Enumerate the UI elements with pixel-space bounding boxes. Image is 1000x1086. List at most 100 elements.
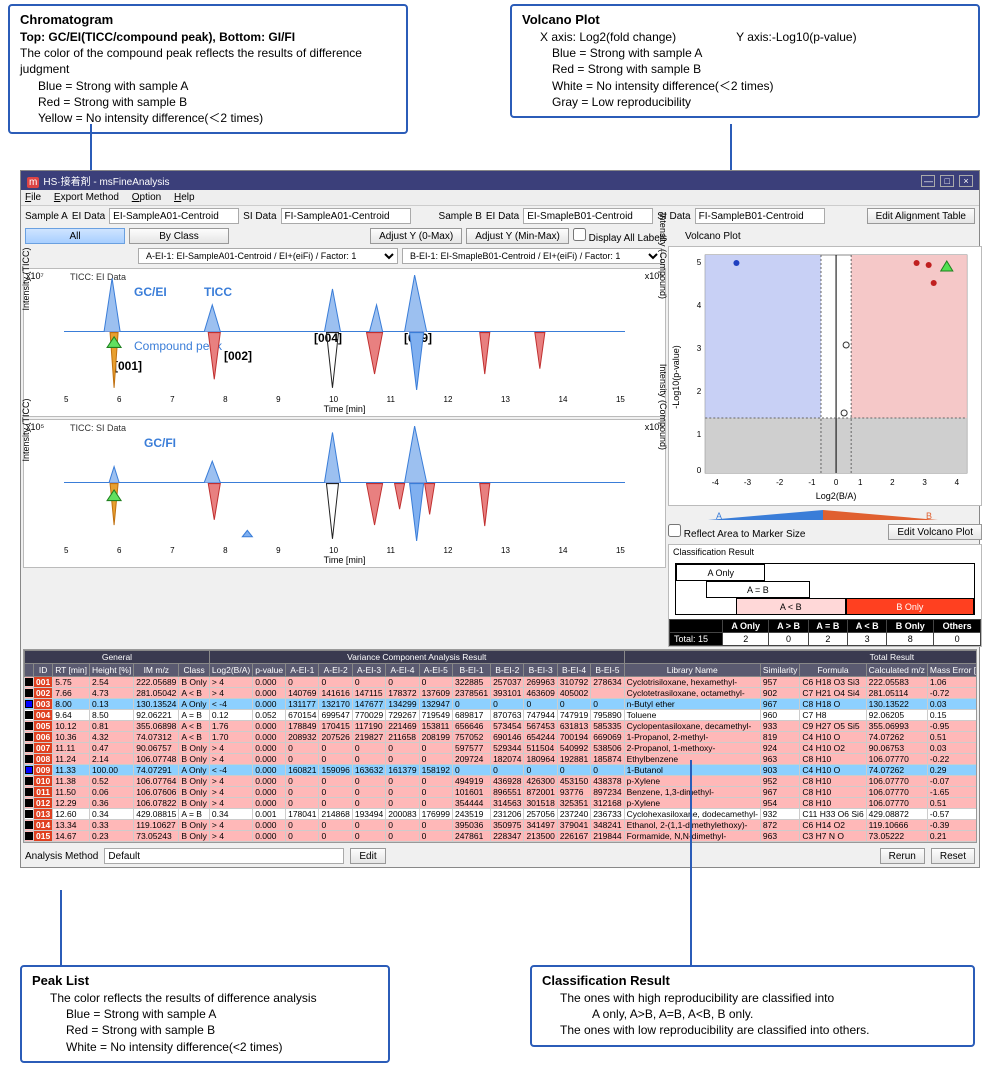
table-row[interactable]: 01011.380.52106.07764B Only> 40.00000000… bbox=[25, 776, 978, 787]
svg-text:-Log10(p-value): -Log10(p-value) bbox=[671, 345, 681, 408]
table-row[interactable]: 00911.33100.0074.07291A Only< -40.000160… bbox=[25, 765, 978, 776]
ei-xlabel: Time [min] bbox=[24, 404, 665, 416]
fi-ylabel-right: Intensity (Compound) bbox=[658, 363, 668, 449]
callout-classres-title: Classification Result bbox=[542, 973, 963, 988]
callout-volcano-ya: Y axis:-Log10(p-value) bbox=[736, 29, 857, 45]
table-row[interactable]: 01111.500.06106.07606B Only> 40.00000000… bbox=[25, 787, 978, 798]
input-ei-a[interactable] bbox=[109, 208, 239, 224]
input-si-a[interactable] bbox=[281, 208, 411, 224]
reflect-area-checkbox[interactable] bbox=[668, 524, 681, 537]
svg-text:4: 4 bbox=[697, 301, 702, 310]
input-si-b[interactable] bbox=[695, 208, 825, 224]
svg-text:-1: -1 bbox=[808, 478, 816, 487]
tab-all[interactable]: All bbox=[25, 228, 125, 244]
input-ei-b[interactable] bbox=[523, 208, 653, 224]
callout-volcano-l2: Red = Strong with sample B bbox=[522, 61, 968, 77]
callout-volcano-xa: X axis: Log2(fold change) bbox=[540, 29, 676, 45]
maximize-button[interactable]: □ bbox=[940, 175, 954, 187]
label-sample-a: Sample A bbox=[25, 211, 68, 222]
peak-list-table[interactable]: General Variance Component Analysis Resu… bbox=[24, 650, 977, 842]
svg-text:4: 4 bbox=[955, 478, 960, 487]
svg-text:-2: -2 bbox=[776, 478, 784, 487]
svg-text:5: 5 bbox=[697, 258, 702, 267]
analysis-method-label: Analysis Method bbox=[25, 851, 98, 862]
analysis-method-input[interactable] bbox=[104, 848, 344, 864]
svg-text:-4: -4 bbox=[712, 478, 720, 487]
svg-text:1: 1 bbox=[858, 478, 863, 487]
callout-classres-l1: The ones with high reproducibility are c… bbox=[542, 990, 963, 1006]
svg-text:-3: -3 bbox=[744, 478, 752, 487]
menu-file[interactable]: File bbox=[25, 192, 41, 203]
table-row[interactable]: 0038.000.13130.13524A Only< -40.00013117… bbox=[25, 699, 978, 710]
callout-volcano-l4: Gray = Low reproducibility bbox=[522, 94, 968, 110]
close-button[interactable]: × bbox=[959, 175, 973, 187]
fi-ylabel-left: Intensity (TICC) bbox=[21, 398, 31, 461]
table-row[interactable]: 01514.670.2373.05243B Only> 40.000000002… bbox=[25, 831, 978, 842]
reset-button[interactable]: Reset bbox=[931, 848, 975, 864]
callout-peaklist-desc: The color reflects the results of differ… bbox=[32, 990, 378, 1006]
adjust-y-0max-button[interactable]: Adjust Y (0-Max) bbox=[370, 228, 462, 244]
table-row[interactable]: 00811.242.14106.07748B Only> 40.00000000… bbox=[25, 754, 978, 765]
window-title: HS·接着剤 - msFineAnalysis bbox=[43, 177, 169, 188]
bar-b-only: B Only bbox=[846, 598, 974, 615]
svg-text:0: 0 bbox=[834, 478, 839, 487]
chromatogram-ei: TICC: EI Data GC/EI TICC Compound peak [… bbox=[23, 268, 666, 417]
menu-export[interactable]: Export Method bbox=[54, 192, 119, 203]
table-row[interactable]: 01212.290.36106.07822B Only> 40.00000000… bbox=[25, 798, 978, 809]
bar-a-eq-b: A = B bbox=[706, 581, 810, 598]
menu-help[interactable]: Help bbox=[174, 192, 195, 203]
display-all-labels-label: Display All Labels bbox=[589, 233, 667, 244]
callout-peaklist-l3: White = No intensity difference(<2 times… bbox=[32, 1039, 378, 1055]
classification-result-panel: Classification Result A Only A = B A < B… bbox=[668, 544, 982, 647]
table-row[interactable]: 00711.110.4790.06757B Only> 40.000000005… bbox=[25, 743, 978, 754]
display-all-labels-checkbox[interactable] bbox=[573, 228, 586, 241]
callout-chrom-sub: Top: GC/EI(TICC/compound peak), Bottom: … bbox=[20, 29, 396, 45]
dropdown-series-b[interactable]: B-EI-1: EI-SmapleB01-Centroid / EI+(eiFi… bbox=[402, 248, 662, 264]
table-row[interactable]: 01413.340.33119.10627B Only> 40.00000000… bbox=[25, 820, 978, 831]
svg-text:Log2(B/A): Log2(B/A) bbox=[816, 491, 857, 501]
svg-text:A: A bbox=[716, 511, 722, 521]
table-row[interactable]: 0015.752.54222.05689B Only> 40.000000003… bbox=[25, 677, 978, 688]
svg-text:3: 3 bbox=[922, 478, 927, 487]
label-si-data-a: SI Data bbox=[243, 211, 276, 222]
callout-peaklist-l2: Red = Strong with sample B bbox=[32, 1022, 378, 1038]
bar-a-lt-b: A < B bbox=[736, 598, 846, 615]
reflect-area-label: Reflect Area to Marker Size bbox=[684, 529, 806, 540]
chromatogram-fi: TICC: SI Data GC/FI x10⁵ x10⁵ Intensity … bbox=[23, 419, 666, 568]
svg-text:1: 1 bbox=[697, 430, 702, 439]
label-ei-data-b: EI Data bbox=[486, 211, 519, 222]
table-row[interactable]: 0049.648.5092.06221A = B0.120.0526701546… bbox=[25, 710, 978, 721]
volcano-gradient-legend: A B bbox=[668, 508, 978, 522]
fi-xlabel: Time [min] bbox=[24, 555, 665, 567]
callout-chrom-title: Chromatogram bbox=[20, 12, 396, 27]
class-result-table: A OnlyA > BA = BA < BB OnlyOthers Total:… bbox=[669, 619, 981, 646]
bar-a-only: A Only bbox=[676, 564, 765, 581]
adjust-y-minmax-button[interactable]: Adjust Y (Min-Max) bbox=[466, 228, 569, 244]
table-row[interactable]: 00610.364.3274.07312A < B1.700.000208932… bbox=[25, 732, 978, 743]
app-icon: m bbox=[27, 177, 39, 188]
callout-classres-l2: A only, A>B, A=B, A<B, B only. bbox=[542, 1006, 963, 1022]
edit-volcano-button[interactable]: Edit Volcano Plot bbox=[888, 524, 982, 540]
table-row[interactable]: 0027.664.73281.05042A < B> 40.0001407691… bbox=[25, 688, 978, 699]
class-result-title: Classification Result bbox=[669, 545, 981, 559]
svg-text:3: 3 bbox=[697, 344, 702, 353]
tab-by-class[interactable]: By Class bbox=[129, 228, 229, 244]
label-ei-data-a: EI Data bbox=[72, 211, 105, 222]
rerun-button[interactable]: Rerun bbox=[880, 848, 925, 864]
callout-peaklist-l1: Blue = Strong with sample A bbox=[32, 1006, 378, 1022]
dropdown-series-a[interactable]: A-EI-1: EI-SampleA01-Centroid / EI+(eiFi… bbox=[138, 248, 398, 264]
callout-volcano-l3: White = No intensity difference(＜2 times… bbox=[522, 78, 968, 94]
edit-alignment-button[interactable]: Edit Alignment Table bbox=[867, 208, 975, 224]
callout-chrom-l3: Yellow = No intensity difference(＜2 time… bbox=[20, 110, 396, 126]
svg-text:2: 2 bbox=[697, 387, 702, 396]
table-row[interactable]: 00510.120.81355.06898A < B1.760.00017884… bbox=[25, 721, 978, 732]
callout-chrom-l2: Red = Strong with sample B bbox=[20, 94, 396, 110]
label-sample-b: Sample B bbox=[439, 211, 482, 222]
minimize-button[interactable]: — bbox=[921, 175, 935, 187]
callout-volcano-title: Volcano Plot bbox=[522, 12, 968, 27]
volcano-plot-label: Volcano Plot bbox=[685, 231, 975, 242]
table-row[interactable]: 01312.600.34429.08815A = B0.340.00117804… bbox=[25, 809, 978, 820]
svg-text:2: 2 bbox=[890, 478, 895, 487]
edit-method-button[interactable]: Edit bbox=[350, 848, 385, 864]
menu-option[interactable]: Option bbox=[132, 192, 161, 203]
